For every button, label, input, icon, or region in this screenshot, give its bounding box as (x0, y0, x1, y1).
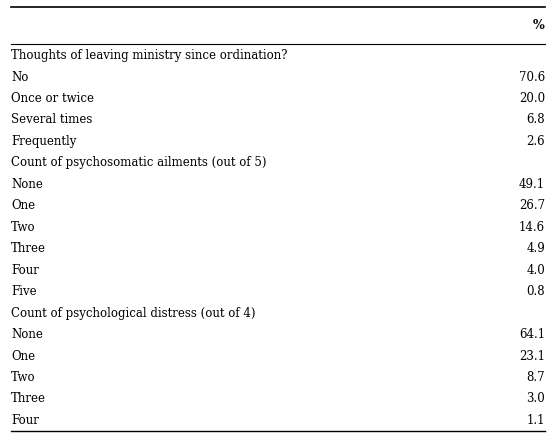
Text: Count of psychosomatic ailments (out of 5): Count of psychosomatic ailments (out of … (11, 156, 267, 170)
Text: 2.6: 2.6 (527, 135, 545, 148)
Text: 20.0: 20.0 (519, 92, 545, 105)
Text: Three: Three (11, 392, 46, 406)
Text: 64.1: 64.1 (519, 328, 545, 341)
Text: Five: Five (11, 285, 37, 298)
Text: 70.6: 70.6 (519, 71, 545, 84)
Text: Frequently: Frequently (11, 135, 77, 148)
Text: Two: Two (11, 371, 36, 384)
Text: Four: Four (11, 264, 39, 277)
Text: 8.7: 8.7 (527, 371, 545, 384)
Text: 1.1: 1.1 (527, 414, 545, 427)
Text: 49.1: 49.1 (519, 178, 545, 191)
Text: 4.9: 4.9 (526, 242, 545, 255)
Text: One: One (11, 199, 35, 212)
Text: Four: Four (11, 414, 39, 427)
Text: 0.8: 0.8 (527, 285, 545, 298)
Text: Several times: Several times (11, 113, 92, 127)
Text: Two: Two (11, 221, 36, 234)
Text: 6.8: 6.8 (527, 113, 545, 127)
Text: 14.6: 14.6 (519, 221, 545, 234)
Text: No: No (11, 71, 28, 84)
Text: %: % (533, 19, 545, 32)
Text: None: None (11, 328, 43, 341)
Text: One: One (11, 350, 35, 363)
Text: 23.1: 23.1 (519, 350, 545, 363)
Text: Count of psychological distress (out of 4): Count of psychological distress (out of … (11, 307, 256, 320)
Text: 4.0: 4.0 (526, 264, 545, 277)
Text: 26.7: 26.7 (519, 199, 545, 212)
Text: Once or twice: Once or twice (11, 92, 94, 105)
Text: Thoughts of leaving ministry since ordination?: Thoughts of leaving ministry since ordin… (11, 49, 287, 62)
Text: 3.0: 3.0 (526, 392, 545, 406)
Text: None: None (11, 178, 43, 191)
Text: Three: Three (11, 242, 46, 255)
